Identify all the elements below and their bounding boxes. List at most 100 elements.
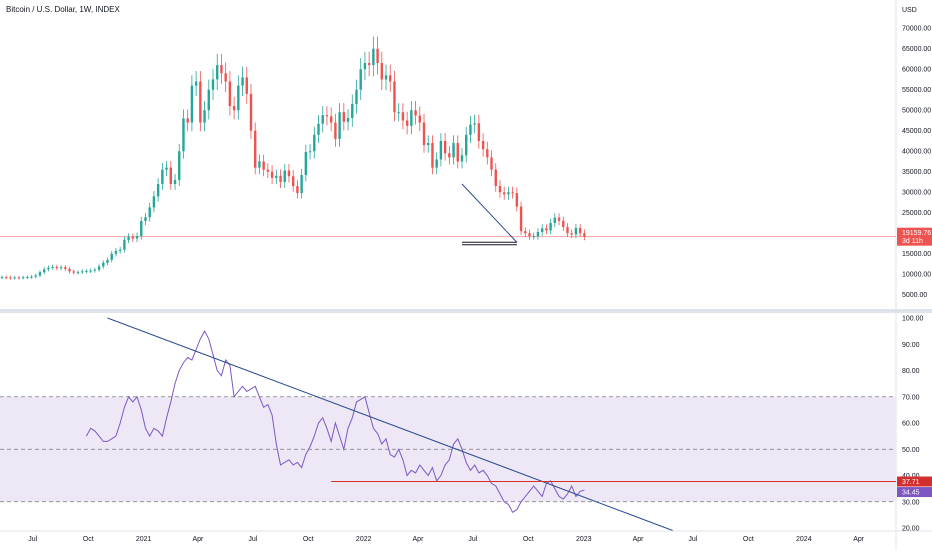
candle-body [562,220,565,228]
candle-body [5,277,8,279]
candle-body [325,115,329,117]
candle-body [296,186,299,194]
candle-body [30,276,33,278]
candle-body [477,123,481,141]
candle-body [34,275,37,277]
candle-body [583,233,586,237]
candle-body [207,89,210,111]
candle-body [540,228,544,233]
candle-body [300,175,303,194]
candle-body [549,222,552,231]
candle-body [127,236,130,240]
rsi-tick-label: 40.00 [902,473,920,480]
candle-body [64,267,67,269]
rsi-tick-label: 80.00 [902,368,920,375]
candle-body [452,143,455,158]
candle-body [287,170,291,177]
candle-body [494,169,497,187]
price-tick-label: 50000.00 [902,108,931,115]
candle-body [241,77,244,86]
time-tick-label: Oct [303,536,314,543]
currency-label: USD [902,7,917,14]
candle-body [490,157,493,170]
price-tick-label: 25000.00 [902,210,931,217]
candle-body [570,233,573,235]
candle-body [393,81,396,113]
time-tick-label: 2023 [576,536,592,543]
candle-body [38,272,42,276]
candle-body [414,110,417,116]
candle-body [507,192,510,195]
candle-body [557,217,561,221]
candle-body [439,140,443,160]
candle-body [418,115,421,123]
candle-body [178,151,181,180]
time-tick-label: Jul [688,536,697,543]
candle-body [486,149,489,158]
time-tick-label: Apr [192,536,204,543]
rsi-trendline [107,317,674,532]
time-tick-label: 2024 [796,536,812,543]
candle-body [161,169,164,185]
candle-body [524,231,527,234]
candle-body [258,161,261,168]
candle-body [123,239,126,250]
candle-body [338,112,341,139]
candle-body [203,110,206,123]
price-tick-label: 15000.00 [902,251,931,258]
candle-body [481,140,485,150]
last-price-label: 19159.76 [902,230,931,237]
candle-body [106,259,109,263]
rsi-hline-label: 37.71 [902,479,920,486]
candle-body [144,217,147,221]
candle-body [329,116,333,123]
candle-body [156,184,160,197]
candle-body [528,233,531,237]
price-tick-label: 60000.00 [902,67,931,74]
candle-body [270,171,274,178]
time-tick-label: 2022 [356,536,372,543]
candle-body [536,232,540,237]
candle-body [355,89,358,105]
candle-body [254,130,257,168]
candle-body [190,85,194,123]
candle-body [553,217,557,223]
price-trendline [461,183,518,243]
candle-body [410,110,413,126]
candle-body [384,75,388,80]
candle-body [216,65,219,80]
candle-body [308,151,312,153]
candle-body [456,143,459,162]
candle-body [43,269,46,273]
candle-body [313,134,316,152]
candle-body [266,169,270,172]
candle-body [431,143,434,168]
candle-body [519,206,523,232]
candle-body [148,207,151,218]
countdown-label: 3d 11h [902,238,923,245]
pane-divider [0,309,932,313]
rsi-tick-label: 20.00 [902,526,920,533]
rsi-tick-label: 70.00 [902,394,920,401]
candle-body [224,73,227,82]
candle-body [380,63,384,80]
candle-body [68,268,71,272]
candle-body [237,85,240,111]
candle-body [211,79,215,90]
rsi-tick-label: 90.00 [902,342,920,349]
candle-body [448,153,451,158]
candle-body [578,227,582,234]
price-tick-label: 55000.00 [902,87,931,94]
candle-body [0,277,4,279]
candle-body [59,267,63,269]
candle-body [372,48,375,66]
rsi-hline-badge [897,476,932,487]
candle-body [47,267,50,270]
candle-body [363,63,367,70]
candle-body [422,122,426,146]
candle-body [152,196,156,208]
time-tick-label: 2021 [136,536,152,543]
candle-body [351,104,354,119]
